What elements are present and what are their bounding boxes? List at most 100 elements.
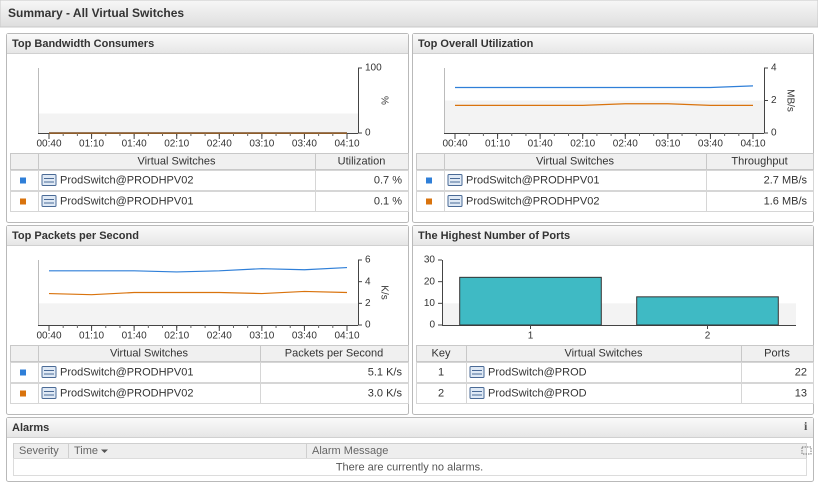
x-tick-label: 00:40	[442, 139, 467, 150]
y-tick-label: 4	[771, 63, 777, 74]
legend-marker	[426, 177, 432, 184]
table-cell: 22	[795, 366, 807, 378]
table-cell: ProdSwitch@PRODHPV02	[466, 195, 599, 207]
y-axis-label: MB/s	[784, 89, 795, 112]
x-tick-label: 1	[528, 331, 534, 342]
y-tick-label: 0	[771, 128, 777, 139]
table-header-cell: Virtual Switches	[536, 155, 615, 167]
x-tick-label: 03:10	[249, 139, 274, 150]
plot-band	[38, 303, 358, 325]
panel-title-bar	[7, 418, 813, 437]
switch-icon	[41, 387, 57, 399]
y-tick-label: 2	[365, 298, 371, 309]
x-tick-label: 02:40	[207, 139, 232, 150]
y-tick-label: 0	[365, 320, 371, 331]
x-tick-label: 01:10	[79, 331, 104, 342]
y-tick-label: 20	[424, 276, 436, 287]
series-line	[455, 103, 753, 106]
table-header-cell: Virtual Switches	[564, 347, 643, 359]
switch-icon	[447, 174, 463, 186]
table-cell: 3.0 K/s	[368, 387, 403, 399]
panel-title-bar	[7, 226, 408, 245]
x-tick-label: 02:10	[570, 139, 595, 150]
table-cell: 1	[438, 366, 444, 378]
alarms-header-cell: Severity	[19, 445, 59, 457]
y-tick-label: 10	[424, 298, 436, 309]
panel-title: Alarms	[12, 422, 49, 434]
y-tick-label: 0	[429, 320, 435, 331]
y-axis-label: K/s	[378, 285, 389, 299]
table-cell: ProdSwitch@PROD	[488, 366, 587, 378]
table-cell: 1.6 MB/s	[764, 195, 808, 207]
table-row	[416, 362, 814, 383]
table-row	[10, 383, 409, 404]
x-tick-label: 03:40	[292, 139, 317, 150]
x-tick-label: 03:10	[249, 331, 274, 342]
empty-message: There are currently no alarms.	[336, 461, 483, 473]
alarms-header-cell: Time	[74, 445, 98, 457]
table-cell: 0.1 %	[374, 195, 402, 207]
x-tick-label: 01:10	[79, 139, 104, 150]
table-cell: ProdSwitch@PRODHPV01	[466, 174, 599, 186]
table-row	[416, 170, 814, 191]
x-tick-label: 03:10	[655, 139, 680, 150]
alarms-header-cell: Alarm Message	[312, 445, 388, 457]
y-tick-label: 2	[771, 95, 777, 106]
legend-marker	[20, 369, 26, 376]
series-line	[455, 85, 754, 89]
plot-band	[38, 113, 358, 133]
table-header-cell: Packets per Second	[285, 347, 383, 359]
table-cell: ProdSwitch@PRODHPV02	[60, 174, 193, 186]
y-tick-label: 6	[365, 255, 371, 266]
series-line	[49, 266, 348, 273]
panel-title: Top Packets per Second	[12, 230, 139, 242]
x-tick-label: 2	[705, 331, 711, 342]
table-cell: 5.1 K/s	[368, 366, 403, 378]
header-bar	[0, 0, 818, 28]
alarms-header	[13, 443, 807, 459]
panel-title-bar	[7, 34, 408, 53]
table-row	[416, 383, 814, 404]
table-header	[416, 153, 814, 170]
table-cell: 2	[438, 387, 444, 399]
table-header	[10, 153, 409, 170]
legend-marker	[426, 198, 432, 205]
switch-icon	[41, 174, 57, 186]
x-tick-label: 01:40	[528, 139, 553, 150]
x-tick-label: 04:10	[334, 331, 359, 342]
table-header-cell: Ports	[764, 347, 790, 359]
legend-marker	[20, 177, 26, 184]
y-tick-label: 100	[365, 63, 382, 74]
panel-title: Top Bandwidth Consumers	[12, 38, 154, 50]
table-cell: ProdSwitch@PRODHPV01	[60, 366, 193, 378]
x-tick-label: 01:40	[122, 139, 147, 150]
x-tick-label: 02:40	[613, 139, 638, 150]
x-tick-label: 02:40	[207, 331, 232, 342]
table-header-cell: Virtual Switches	[110, 347, 189, 359]
switch-icon	[41, 195, 57, 207]
switch-icon	[41, 366, 57, 378]
table-cell: 2.7 MB/s	[764, 174, 808, 186]
table-header-cell: Throughput	[731, 155, 787, 167]
switch-icon	[447, 195, 463, 207]
x-tick-label: 01:10	[485, 139, 510, 150]
y-tick-label: 30	[424, 255, 436, 266]
table-header-cell: Key	[432, 347, 451, 359]
x-tick-label: 04:10	[334, 139, 359, 150]
info-icon: i	[804, 419, 808, 433]
switch-icon	[469, 366, 485, 378]
panel-title-bar	[413, 226, 813, 245]
column-menu[interactable]	[801, 446, 812, 455]
table-row	[10, 362, 409, 383]
legend-marker	[20, 390, 26, 397]
table-header-cell: Utilization	[338, 155, 386, 167]
x-tick-label: 00:40	[36, 139, 61, 150]
switch-icon	[469, 387, 485, 399]
table-header	[10, 345, 409, 362]
x-tick-label: 01:40	[122, 331, 147, 342]
x-tick-label: 03:40	[292, 331, 317, 342]
table-cell: 0.7 %	[374, 174, 402, 186]
alarms-body	[13, 458, 807, 476]
